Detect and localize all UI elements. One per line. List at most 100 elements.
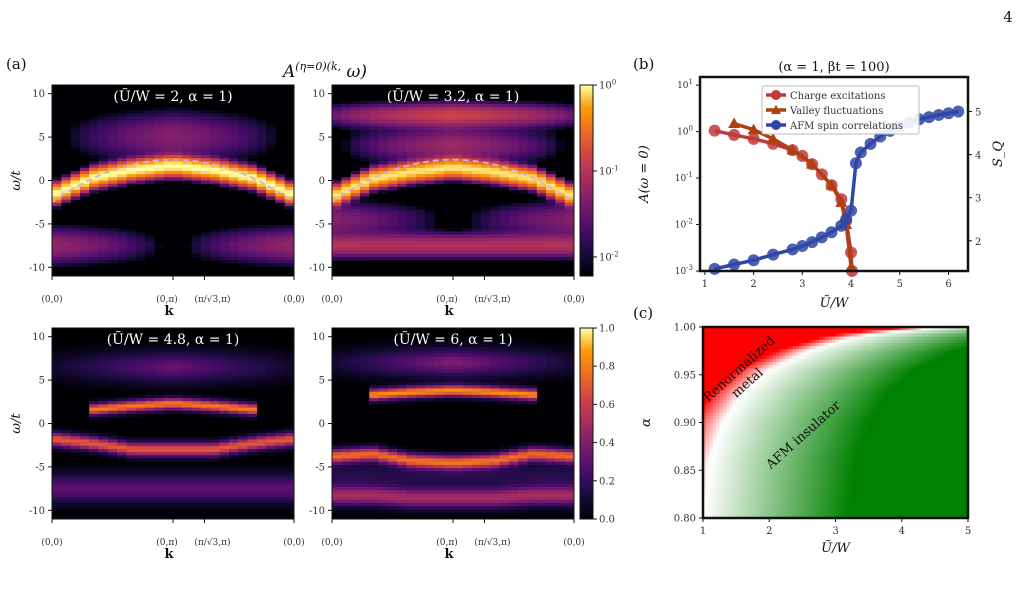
- heatmap-cell: [163, 410, 174, 415]
- heatmap-cell: [135, 180, 146, 185]
- heatmap-cell: [332, 363, 342, 367]
- heatmap-cell: [443, 116, 454, 121]
- heatmap-cell: [228, 180, 239, 185]
- heatmap-cell: [397, 129, 407, 134]
- heatmap-cell: [210, 353, 220, 358]
- heatmap-cell: [79, 503, 90, 507]
- heatmap-cell: [555, 343, 566, 348]
- phase-cell: [726, 432, 730, 436]
- phase-cell: [716, 476, 721, 481]
- phase-cell: [736, 451, 740, 455]
- heatmap-cell: [70, 170, 81, 175]
- heatmap-cell: [499, 353, 510, 358]
- heatmap-cell: [210, 385, 220, 389]
- phase-cell: [736, 349, 740, 353]
- heatmap-cell: [332, 509, 342, 514]
- heatmap-cell: [154, 394, 165, 399]
- heatmap-cell: [499, 490, 510, 494]
- heatmap-cell: [350, 350, 361, 354]
- heatmap-cell: [350, 250, 361, 255]
- phase-cell: [716, 435, 721, 439]
- heatmap-cell: [61, 183, 72, 188]
- heatmap-cell: [490, 464, 500, 469]
- heatmap-cell: [462, 148, 473, 153]
- heatmap-cell: [79, 471, 90, 475]
- heatmap-cell: [228, 499, 239, 504]
- heatmap-cell: [247, 190, 258, 194]
- heatmap-cell: [471, 452, 482, 456]
- heatmap-cell: [480, 256, 491, 261]
- heatmap-cell: [70, 442, 81, 447]
- heatmap-cell: [341, 369, 352, 373]
- heatmap-cell: [453, 340, 463, 345]
- heatmap-cell: [238, 116, 248, 121]
- heatmap-cell: [555, 120, 566, 124]
- heatmap-cell: [191, 240, 202, 245]
- heatmap-cell: [89, 410, 99, 415]
- heatmap-cell: [200, 490, 211, 494]
- heatmap-cell: [238, 468, 248, 472]
- heatmap-cell: [359, 503, 370, 507]
- heatmap-cell: [397, 110, 407, 115]
- heatmap-cell: [480, 158, 491, 162]
- heatmap-cell: [406, 123, 417, 127]
- heatmap-cell: [480, 167, 491, 172]
- phase-cell: [739, 342, 744, 347]
- heatmap-cell: [434, 483, 445, 488]
- colorbar-tick-label: 0.8: [599, 362, 615, 373]
- heatmap-cell: [228, 487, 239, 491]
- heatmap-cell: [247, 155, 258, 159]
- heatmap-cell: [387, 480, 398, 485]
- heatmap-cell: [359, 442, 370, 447]
- heatmap-cell: [499, 132, 510, 137]
- heatmap-cell: [387, 237, 398, 242]
- heatmap-cell: [359, 464, 370, 469]
- phase-cell: [729, 349, 734, 353]
- heatmap-cell: [210, 110, 220, 115]
- heatmap-cell: [434, 503, 445, 507]
- heatmap-cell: [61, 436, 72, 440]
- heatmap-cell: [98, 228, 109, 232]
- heatmap-cell: [145, 410, 155, 415]
- heatmap-cell: [332, 244, 342, 248]
- heatmap-cell: [70, 503, 81, 507]
- phase-cell: [719, 432, 724, 436]
- phase-cell: [712, 381, 717, 385]
- heatmap-cell: [518, 347, 528, 351]
- phase-cell: [732, 511, 737, 516]
- heatmap-cell: [341, 180, 352, 185]
- heatmap-cell: [453, 480, 463, 485]
- heatmap-cell: [145, 164, 155, 169]
- heatmap-cell: [163, 177, 174, 181]
- heatmap-cell: [508, 231, 519, 236]
- heatmap-cell: [397, 350, 407, 354]
- heatmap-cell: [369, 474, 379, 479]
- heatmap-cell: [266, 186, 276, 191]
- heatmap-cell: [359, 120, 370, 124]
- heatmap-cell: [284, 483, 295, 488]
- heatmap-cell: [443, 471, 454, 475]
- heatmap-cell: [98, 490, 109, 494]
- phase-cell: [726, 365, 730, 369]
- heatmap-cell: [210, 474, 220, 479]
- heatmap-cell: [98, 116, 109, 121]
- heatmap-cell: [359, 452, 370, 456]
- heatmap-cell: [341, 445, 352, 450]
- phase-cell: [706, 489, 711, 494]
- heatmap-cell: [527, 113, 538, 118]
- heatmap-cell: [471, 221, 482, 226]
- heatmap-cell: [471, 480, 482, 485]
- heatmap-cell: [135, 375, 146, 380]
- heatmap-cell: [98, 385, 109, 389]
- heatmap-cell: [536, 167, 547, 172]
- heatmap-cell: [135, 123, 146, 127]
- heatmap-cell: [480, 155, 491, 159]
- heatmap-cell: [191, 132, 202, 137]
- heatmap-cell: [200, 442, 211, 447]
- phase-cell: [716, 346, 721, 350]
- heatmap-cell: [200, 480, 211, 485]
- heatmap-cell: [200, 458, 211, 463]
- phase-cell: [722, 327, 727, 331]
- heatmap-cell: [61, 429, 72, 434]
- phase-cell: [739, 495, 744, 500]
